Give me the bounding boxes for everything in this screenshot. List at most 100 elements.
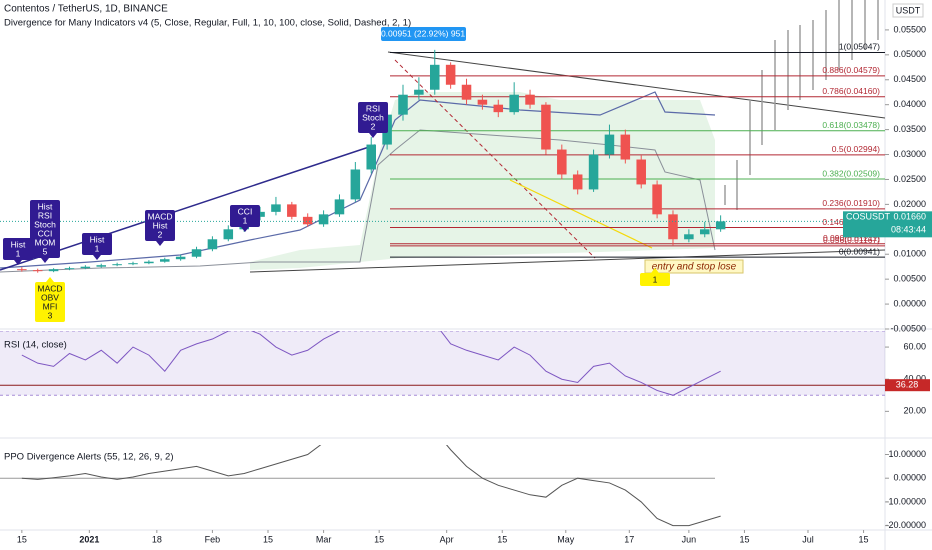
bearish_labels-pointer	[93, 255, 101, 260]
cloud	[250, 92, 715, 270]
candle-body	[493, 104, 504, 113]
bullish_labels-text: OBV	[41, 292, 59, 302]
trend-line	[387, 51, 885, 119]
candle-body	[350, 169, 361, 200]
bearish_labels-box	[30, 200, 60, 258]
bullish_labels-text: 3	[48, 310, 53, 320]
rsi-pane	[0, 331, 885, 396]
projection	[724, 0, 879, 210]
dashed-line	[394, 59, 596, 259]
y-tick-label: 10.00000	[888, 449, 926, 459]
x-tick-label: 15	[859, 534, 869, 544]
yellow-line	[509, 179, 653, 249]
candle-body	[17, 269, 27, 271]
rsi-title: RSI (14, close)	[4, 340, 67, 351]
line	[21, 445, 721, 527]
overlay: 0.05500 0.05000 0.04500 0.04000 0.03500 0.030…	[3, 24, 932, 544]
indicator-title: Divergence for Many Indicators v4 (5, Cl…	[4, 18, 411, 29]
bearish_labels-box	[358, 102, 388, 133]
bullish_labels-box	[35, 282, 65, 322]
candle-body	[223, 229, 234, 240]
bearish_labels-pointer	[156, 241, 164, 246]
bearish_labels-box	[145, 210, 175, 241]
bearish_labels-pointer	[369, 133, 377, 138]
candle-body	[572, 174, 583, 190]
candle-body	[445, 64, 456, 85]
y-tick-label: 0.04500	[893, 74, 926, 84]
bearish_labels-text: Stoch	[34, 219, 56, 229]
candle-body	[207, 239, 218, 250]
y-tick-label: 0.04000	[893, 99, 926, 109]
x-tick-label: May	[557, 534, 575, 544]
candle-body	[175, 256, 186, 260]
fib-label: 0.886(0.04579)	[822, 65, 880, 75]
bearish_labels-box	[3, 238, 33, 260]
bearish_labels-text: 1	[243, 215, 248, 225]
y-tick-label: 0.00500	[893, 274, 926, 284]
bearish_labels-pointer	[14, 260, 22, 265]
tooltip-box	[381, 27, 466, 41]
candle-body	[287, 204, 297, 217]
candle-body	[302, 216, 313, 225]
candle-body	[128, 263, 138, 265]
x-tick-label: Jun	[682, 534, 697, 544]
candle-body	[334, 199, 345, 215]
bearish_labels-text: Hist	[11, 239, 26, 249]
candle-body	[604, 134, 615, 155]
bullish_labels-text: 1	[653, 274, 658, 284]
trend-line	[249, 249, 885, 273]
y-tick-label: 0.01000	[893, 249, 926, 259]
ppo-title: PPO Divergence Alerts (55, 12, 26, 9, 2)	[4, 452, 174, 463]
candle-body	[557, 149, 567, 175]
note: entry and stop lose	[652, 262, 737, 273]
x-tick-label: 15	[739, 534, 749, 544]
bearish_labels-text: CCI	[238, 206, 253, 216]
candle-body	[429, 64, 440, 90]
candle-body	[652, 184, 662, 215]
bearish_labels-text: RSI	[366, 103, 380, 113]
x-tick-label: Apr	[440, 534, 454, 544]
rsi-band	[0, 331, 885, 396]
price-value: 0.01660	[893, 212, 926, 222]
bearish_labels-text: Hist	[38, 201, 53, 211]
y-tick-label: 0.00000	[893, 298, 926, 308]
candle-body	[715, 221, 726, 230]
bullish_labels-text: MFI	[43, 301, 58, 311]
x-tick-label: Jul	[802, 534, 814, 544]
x-tick-label: 17	[624, 534, 634, 544]
candle-body	[32, 270, 43, 272]
fib-label: 0.236(0.01910)	[822, 198, 880, 208]
x-tick-label: 2021	[79, 534, 99, 544]
y-tick-label: 0.05000	[893, 49, 926, 59]
y-tick-label: 0.02500	[893, 174, 926, 184]
y-tick-label: -0.00500	[890, 323, 926, 333]
fib-label: 0(0.00941)	[839, 246, 880, 256]
candle-body	[48, 269, 59, 272]
fib-label: 0.786(0.04160)	[822, 86, 880, 96]
bearish_labels-text: MACD	[147, 211, 172, 221]
bearish_labels-text: 5	[43, 246, 48, 256]
candle-body	[318, 214, 329, 225]
bearish_labels-text: 1	[95, 243, 100, 253]
y-tick-label: 0.05500	[893, 24, 926, 34]
y-tick-label: 40.00	[903, 374, 926, 384]
band-line	[0, 129, 716, 273]
y-tick-label: 0.03000	[893, 149, 926, 159]
candle-body	[477, 99, 488, 105]
bearish_labels-text: Stoch	[362, 112, 384, 122]
candle-body	[144, 261, 154, 264]
candle-body	[636, 159, 646, 185]
fib-label: 0.382(0.02509)	[822, 168, 880, 178]
level-tag	[885, 379, 930, 392]
y-tick-label: 60.00	[903, 341, 926, 351]
candle-body	[509, 94, 519, 113]
fib-label: 1(0.05047)	[839, 42, 880, 52]
x-tick-label: Mar	[316, 534, 332, 544]
note-box	[644, 259, 744, 274]
candle-body	[541, 104, 551, 150]
bearish_labels-text: Hist	[90, 234, 105, 244]
currency-box	[892, 3, 924, 18]
